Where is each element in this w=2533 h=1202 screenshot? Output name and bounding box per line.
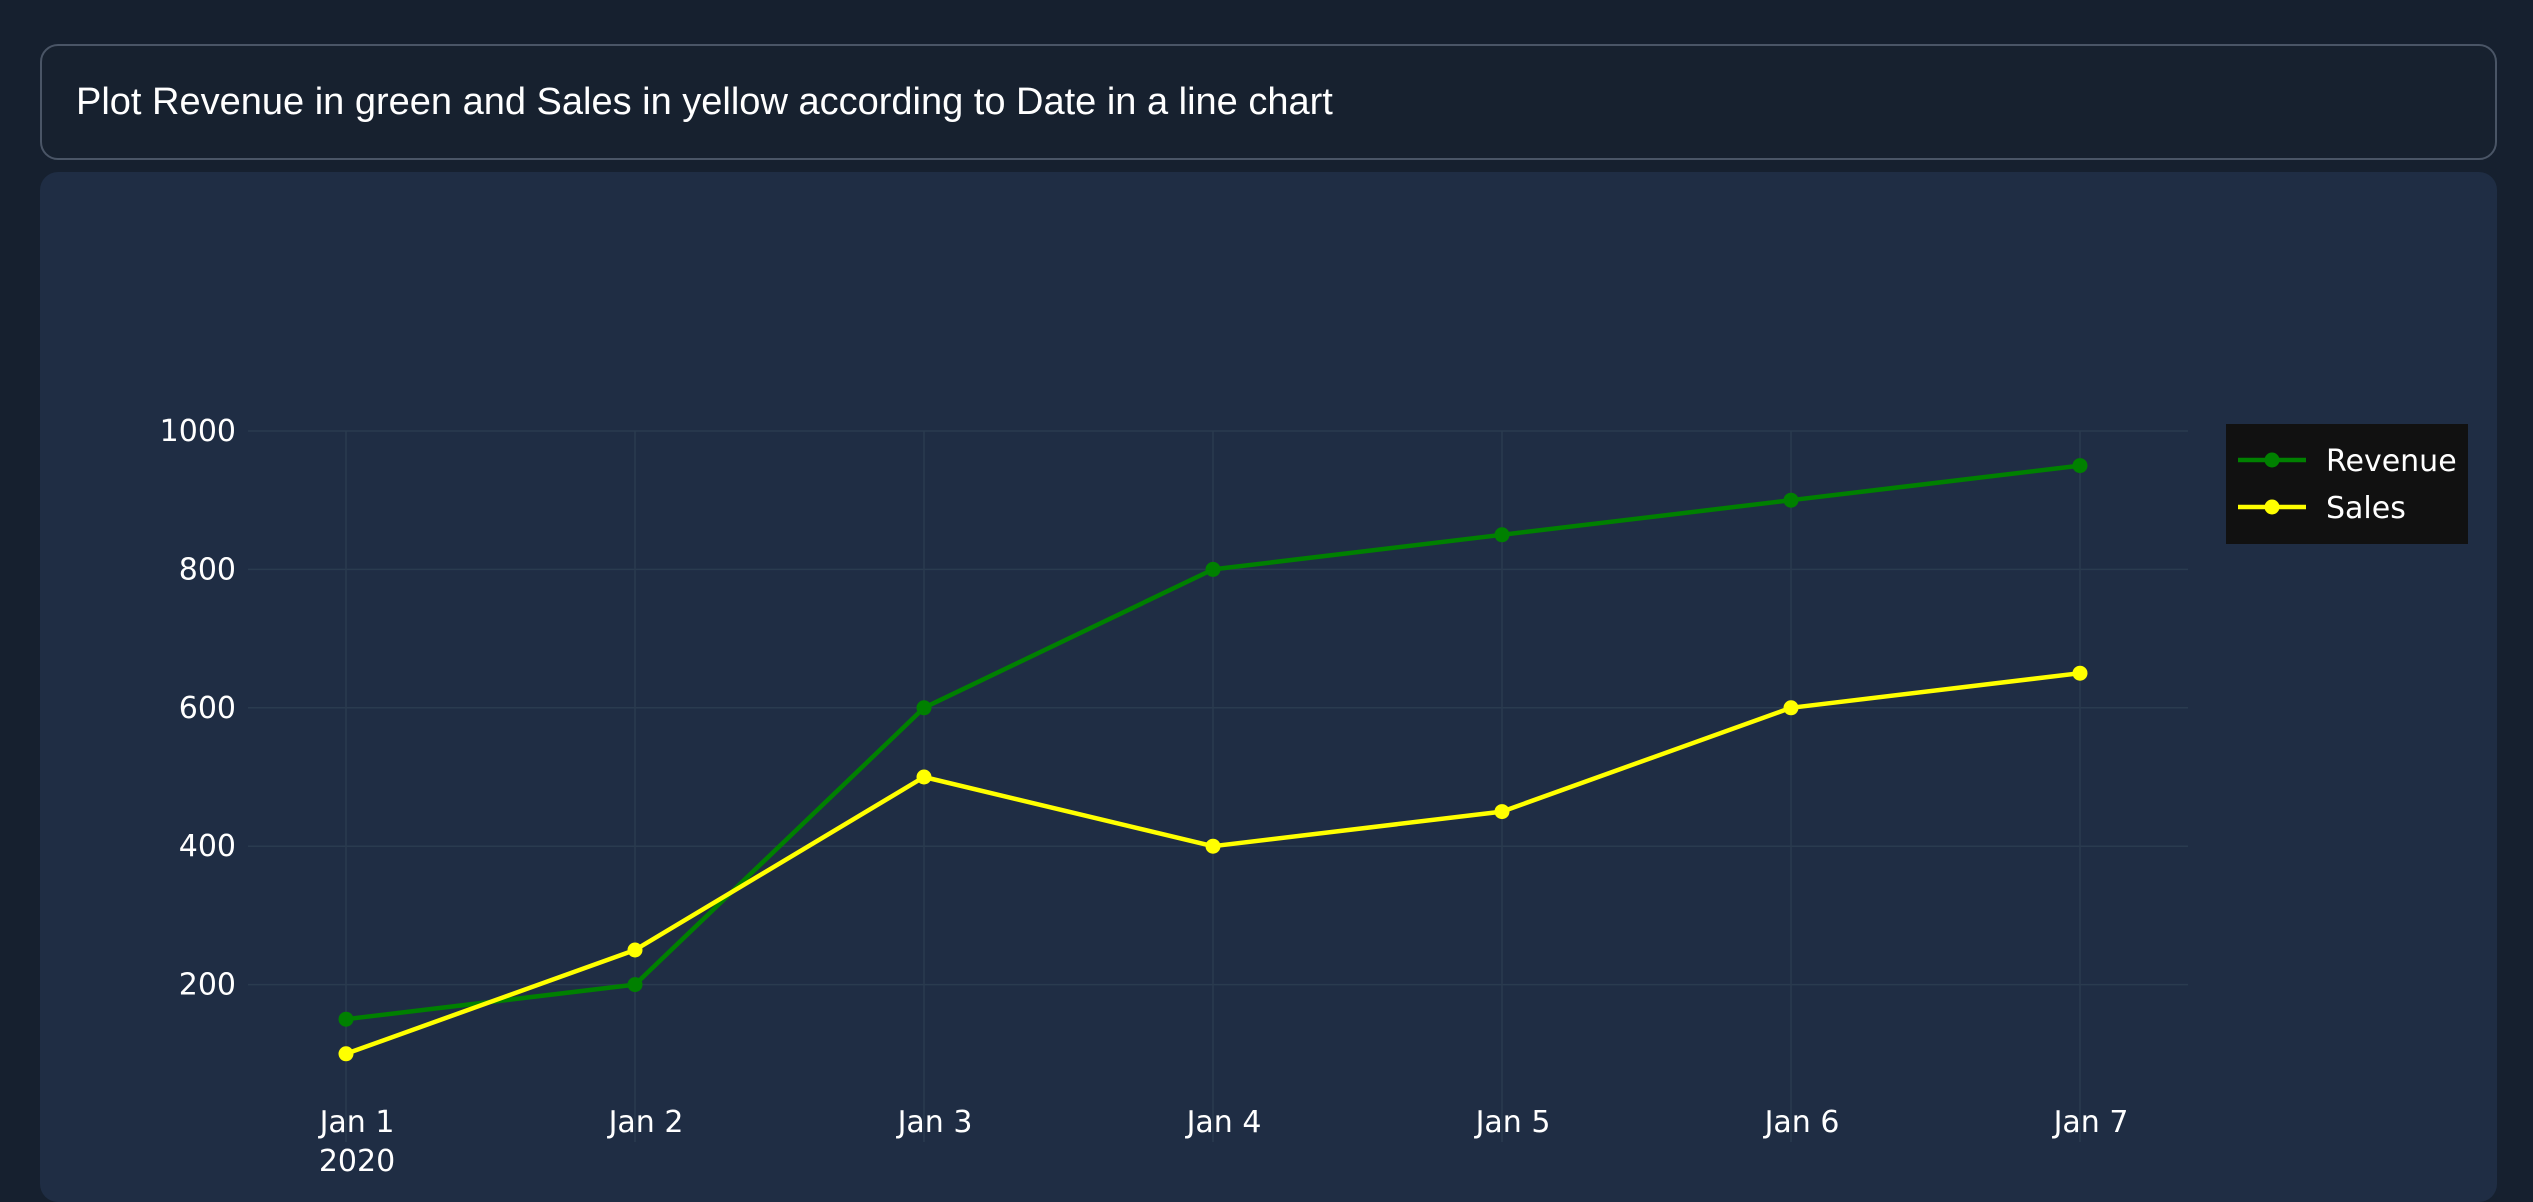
x-tick-label: Jan 5	[1474, 1105, 1551, 1140]
line-chart: 200 400 600 800 1000 Jan 1 Jan 2 Jan 3 Jan 4 Jan …	[160, 414, 2468, 1179]
y-tick-label: 1000	[160, 414, 236, 449]
data-point-sales	[338, 1046, 354, 1062]
legend-label-revenue: Revenue	[2326, 444, 2457, 479]
chart-panel: 200 400 600 800 1000 Jan 1 Jan 2 Jan 3 Jan 4 Jan …	[40, 172, 2497, 1202]
data-point-revenue	[627, 977, 643, 993]
data-point-revenue	[1205, 561, 1221, 577]
x-tick-label: Jan 4	[1185, 1105, 1262, 1140]
x-tick-label: Jan 1	[318, 1105, 395, 1140]
data-point-revenue	[338, 1011, 354, 1027]
data-point-revenue	[916, 700, 932, 716]
data-point-revenue	[1783, 492, 1799, 508]
x-tick-sublabel: 2020	[319, 1144, 395, 1179]
y-tick-label: 200	[179, 968, 236, 1003]
legend-marker-sales	[2264, 499, 2280, 515]
legend-label-sales: Sales	[2326, 491, 2406, 526]
data-point-revenue	[1494, 527, 1510, 543]
data-point-sales	[627, 942, 643, 958]
prompt-text: Plot Revenue in green and Sales in yello…	[76, 80, 1333, 123]
x-tick-label: Jan 2	[607, 1105, 684, 1140]
x-tick-label: Jan 3	[896, 1105, 973, 1140]
x-tick-label: Jan 7	[2052, 1105, 2129, 1140]
data-point-sales	[1205, 838, 1221, 854]
data-point-sales	[1783, 700, 1799, 716]
data-point-revenue	[2072, 458, 2088, 474]
x-tick-label: Jan 6	[1763, 1105, 1840, 1140]
y-tick-label: 400	[179, 829, 236, 864]
y-tick-label: 600	[179, 691, 236, 726]
data-point-sales	[916, 769, 932, 785]
legend-marker-revenue	[2264, 452, 2280, 468]
prompt-box[interactable]: Plot Revenue in green and Sales in yello…	[40, 44, 2497, 160]
legend-box	[2226, 424, 2468, 544]
data-point-sales	[2072, 665, 2088, 681]
y-tick-label: 800	[179, 552, 236, 587]
data-point-sales	[1494, 804, 1510, 820]
